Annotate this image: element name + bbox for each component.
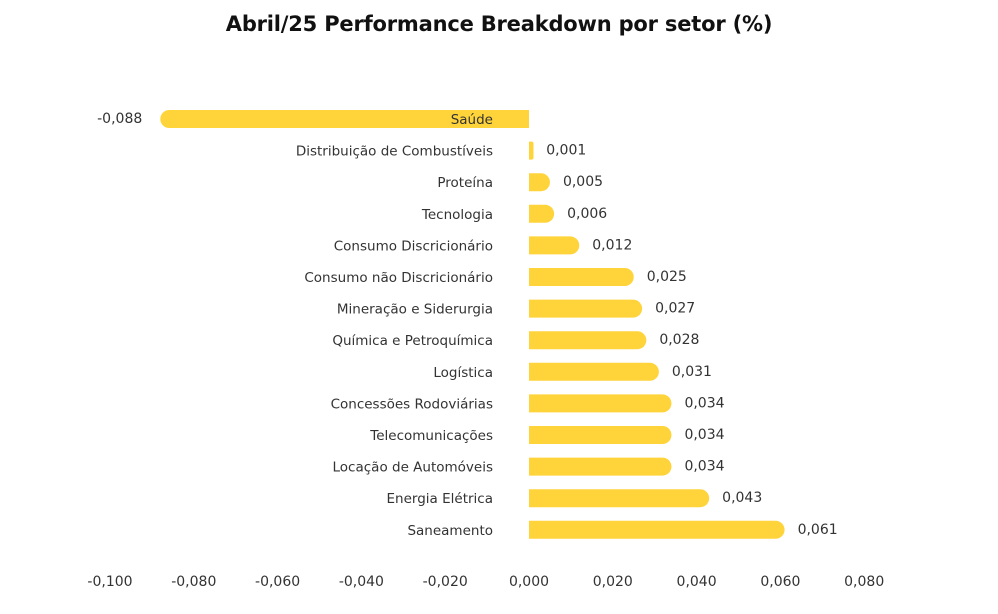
chart-title: Abril/25 Performance Breakdown por setor…	[225, 12, 773, 36]
category-label: Locação de Automóveis	[333, 460, 493, 476]
value-label: 0,034	[684, 459, 724, 475]
bar-11	[529, 457, 672, 476]
value-label: -0,088	[97, 111, 142, 127]
bar-13	[529, 520, 785, 539]
x-tick-label: -0,060	[255, 574, 300, 590]
category-label: Saúde	[451, 112, 493, 128]
x-tick-label: -0,100	[87, 574, 132, 590]
x-tick-label: 0,040	[677, 574, 717, 590]
bar-1	[529, 141, 534, 160]
value-label: 0,028	[659, 332, 699, 348]
category-label: Energia Elétrica	[387, 491, 493, 507]
category-label: Saneamento	[407, 523, 493, 539]
bar-3	[529, 204, 555, 223]
x-tick-label: -0,040	[339, 574, 384, 590]
category-label: Distribuição de Combustíveis	[296, 144, 493, 160]
bar-6	[529, 299, 643, 318]
value-label: 0,025	[647, 269, 687, 285]
category-label: Concessões Rodoviárias	[331, 396, 493, 412]
value-label: 0,005	[563, 174, 603, 190]
x-tick-label: 0,060	[760, 574, 800, 590]
category-label: Logística	[433, 365, 493, 381]
value-label: 0,027	[655, 301, 695, 317]
category-label: Telecomunicações	[369, 428, 493, 444]
value-label: 0,006	[567, 206, 607, 222]
x-tick-label: 0,080	[844, 574, 884, 590]
bar-10	[529, 426, 672, 444]
value-label: 0,012	[592, 237, 632, 253]
bar-2	[529, 173, 550, 192]
value-label: 0,034	[684, 427, 724, 443]
category-label: Consumo Discricionário	[334, 238, 493, 254]
category-label: Consumo não Discricionário	[304, 270, 493, 286]
bar-12	[529, 489, 710, 508]
value-label: 0,061	[798, 522, 838, 538]
bar-8	[529, 362, 659, 381]
category-label: Proteína	[437, 175, 493, 191]
x-tick-label: -0,080	[171, 574, 216, 590]
category-label: Química e Petroquímica	[332, 333, 493, 349]
category-label: Mineração e Siderurgia	[337, 302, 493, 318]
category-label: Tecnologia	[421, 207, 493, 223]
value-label: 0,043	[722, 490, 762, 506]
bar-9	[529, 394, 672, 413]
bar-0	[160, 110, 529, 128]
value-label: 0,034	[684, 395, 724, 411]
bar-4	[529, 236, 580, 255]
x-tick-label: 0,000	[509, 574, 549, 590]
bar-5	[529, 268, 634, 286]
value-label: 0,031	[672, 364, 712, 380]
value-label: 0,001	[546, 143, 586, 159]
bar-7	[529, 331, 647, 350]
x-tick-label: 0,020	[593, 574, 633, 590]
x-tick-label: -0,020	[423, 574, 468, 590]
